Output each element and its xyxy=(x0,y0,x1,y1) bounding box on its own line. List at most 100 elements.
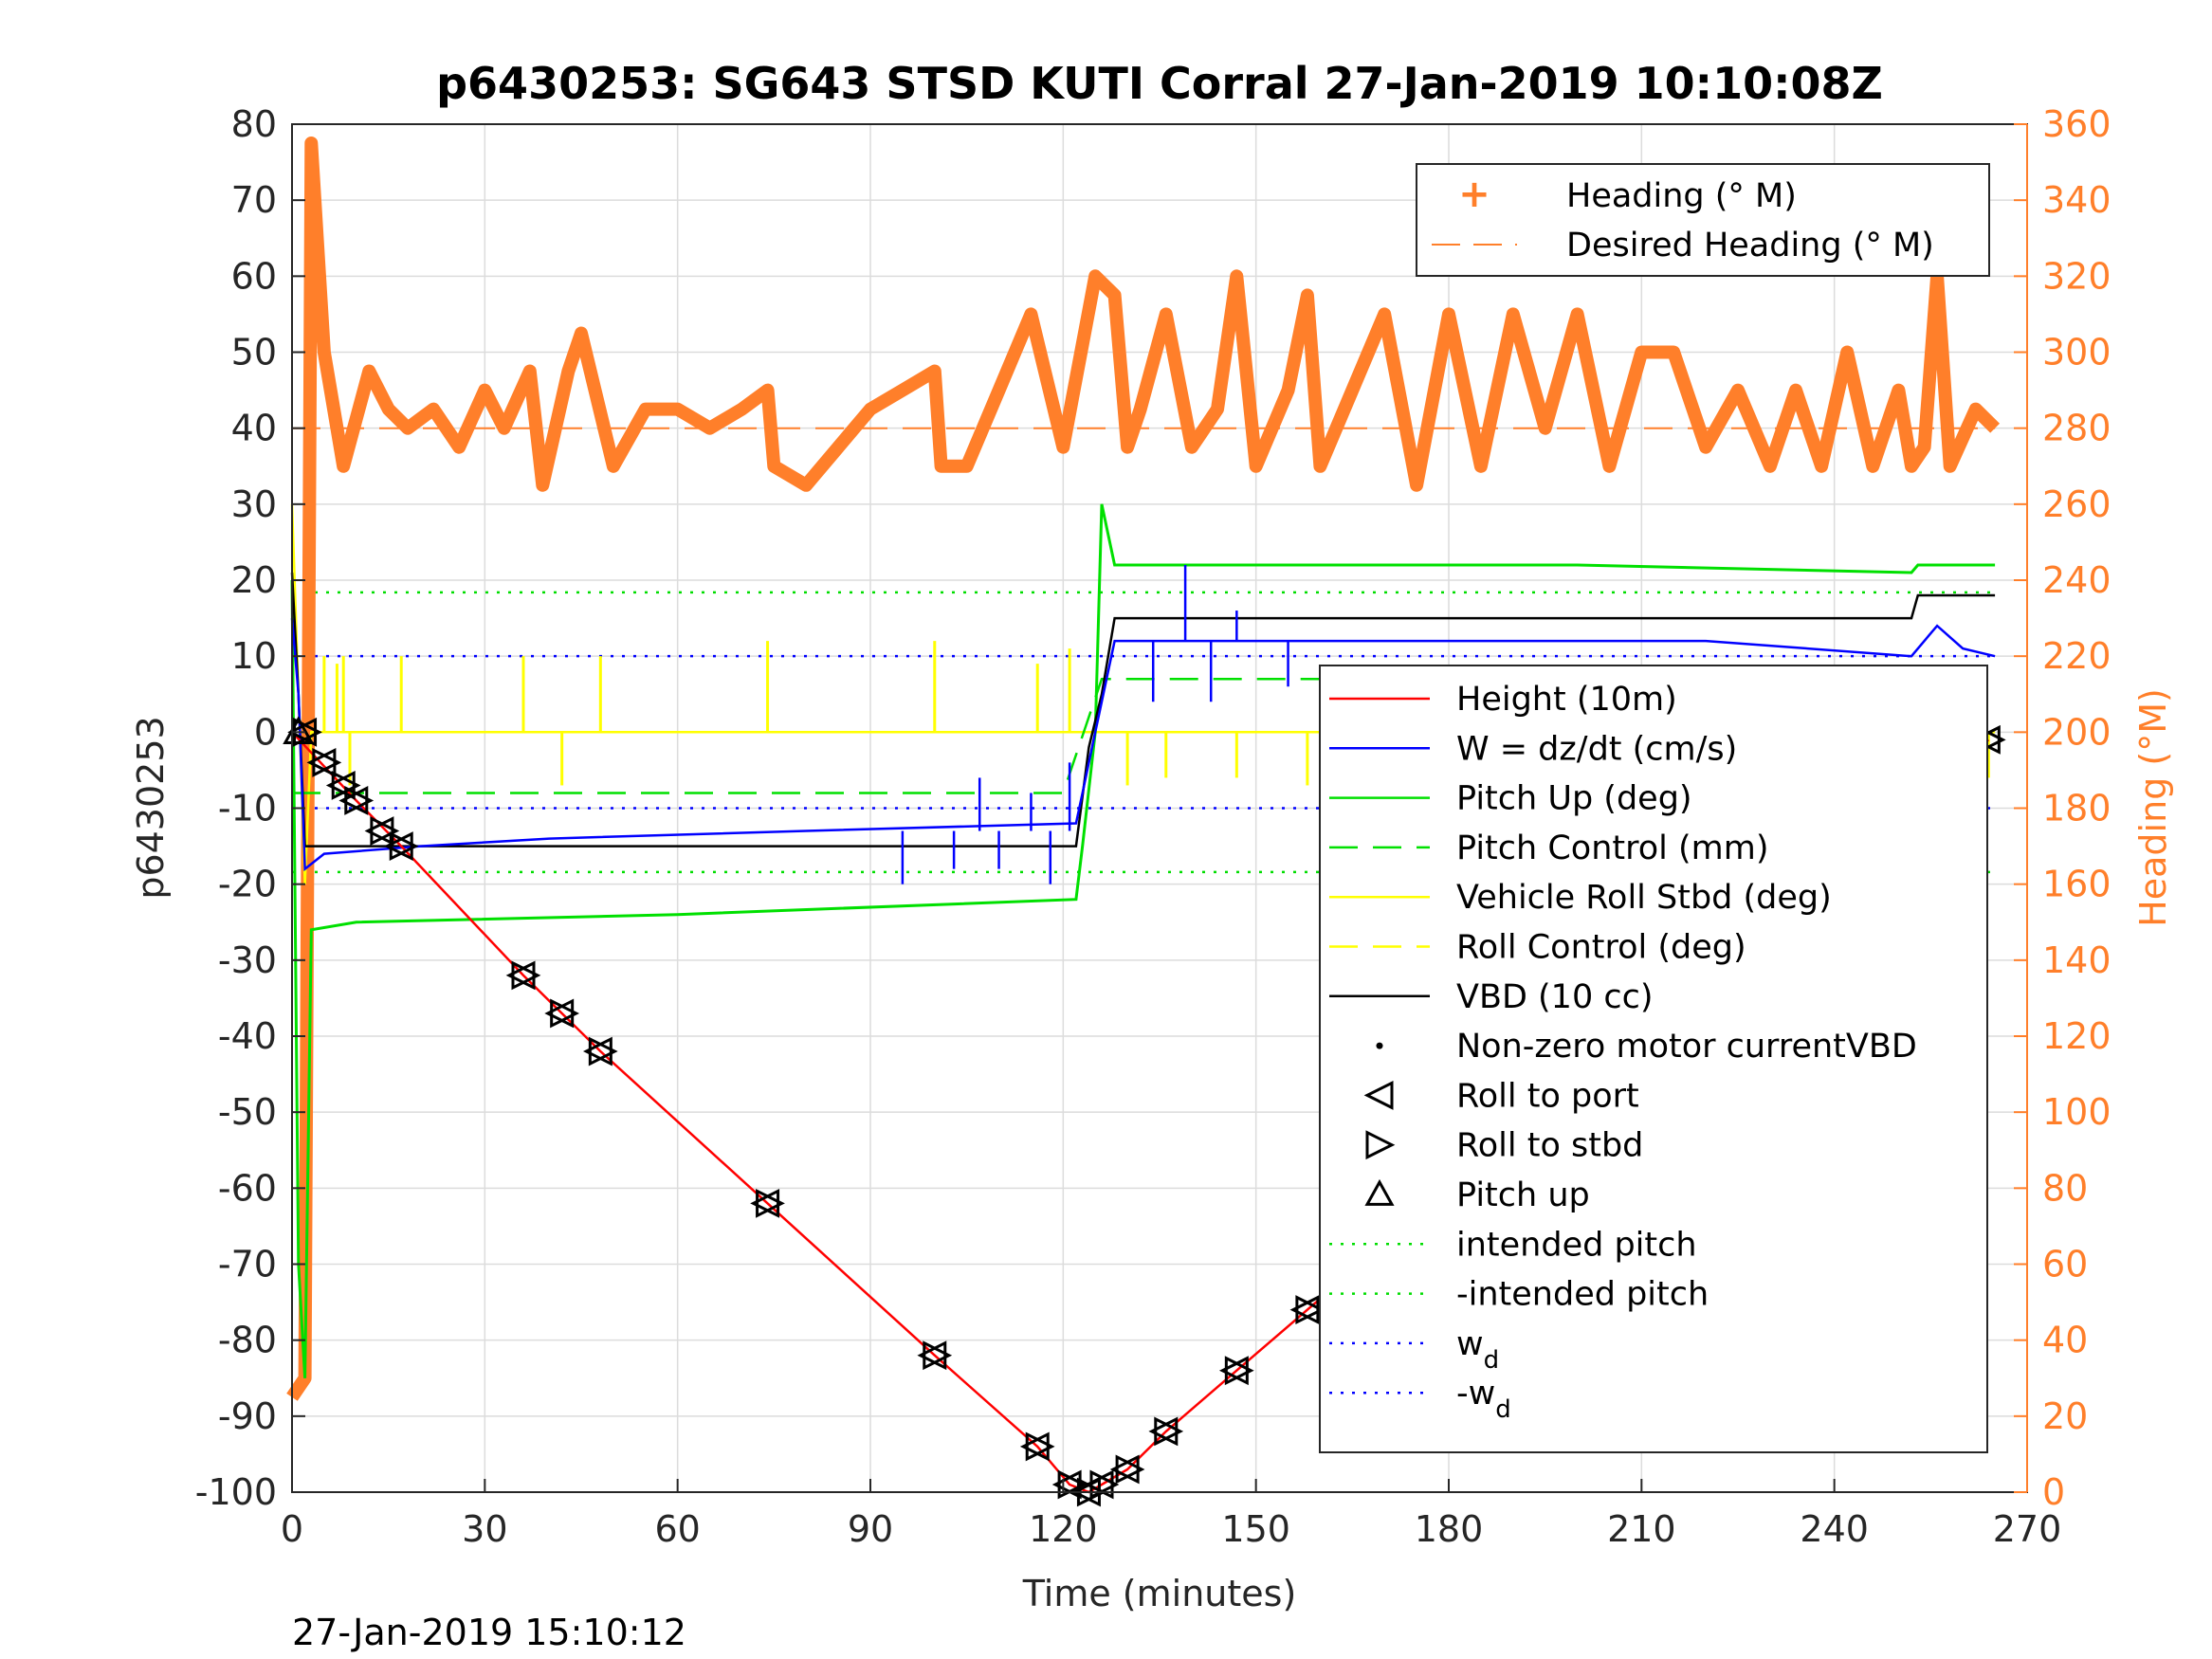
legend-main-box xyxy=(1319,665,1988,1453)
x-axis-label: Time (minutes) xyxy=(1022,1573,1297,1614)
series-w xyxy=(290,617,1996,872)
marker-roll-port-17 xyxy=(1218,1356,1249,1386)
legend-main-label-2: Pitch Up (deg) xyxy=(1456,780,1692,818)
y-right-tick-label-2: 320 xyxy=(2042,255,2111,297)
x-tick-label-5: 150 xyxy=(1221,1508,1290,1550)
marker-roll-port-6 xyxy=(505,960,536,991)
chart-title: p6430253: SG643 STSD KUTI Corral 27-Jan-… xyxy=(436,58,1883,109)
marker-roll-port-15 xyxy=(1109,1454,1140,1485)
marker-roll-port-7 xyxy=(544,998,575,1029)
marker-roll-stbd-11 xyxy=(1025,1431,1055,1462)
legend-main-label-10: Pitch up xyxy=(1456,1176,1590,1214)
y-right-tick-label-15: 60 xyxy=(2042,1244,2088,1285)
x-tick-label-2: 60 xyxy=(654,1508,700,1550)
legend-top-label-1: Desired Heading (° M) xyxy=(1566,227,1934,264)
legend-main-label-4: Vehicle Roll Stbd (deg) xyxy=(1456,879,1832,917)
y-left-tick-label-10: -20 xyxy=(218,864,277,905)
marker-roll-stbd-5 xyxy=(389,831,419,862)
y-axis-label-right: Heading (°M) xyxy=(2132,688,2174,927)
marker-roll-stbd-10 xyxy=(923,1340,953,1371)
y-right-tick-label-6: 240 xyxy=(2042,559,2111,601)
y-right-tick-label-18: 0 xyxy=(2042,1471,2065,1513)
marker-roll-port-3 xyxy=(338,786,369,815)
y-axis-label-left: p6430253 xyxy=(130,716,172,899)
y-left-tick-label-3: 50 xyxy=(231,332,277,374)
marker-roll-port-9 xyxy=(750,1188,780,1218)
y-right-tick-label-14: 80 xyxy=(2042,1167,2088,1209)
y-left-tick-label-4: 40 xyxy=(231,408,277,449)
y-left-tick-label-14: -60 xyxy=(218,1167,277,1209)
y-left-tick-label-17: -90 xyxy=(218,1395,277,1437)
legend-swatch-8 xyxy=(1363,1080,1394,1110)
y-right-tick-label-10: 160 xyxy=(2042,864,2111,905)
marker-roll-stbd-1 xyxy=(312,747,342,777)
marker-roll-stbd-6 xyxy=(511,960,541,991)
legend-main-label-6: VBD (10 cc) xyxy=(1456,978,1654,1016)
y-right-tick-label-11: 140 xyxy=(2042,939,2111,981)
y-right-tick-label-17: 20 xyxy=(2042,1395,2088,1437)
y-right-tick-label-4: 280 xyxy=(2042,408,2111,449)
y-left-tick-label-18: -100 xyxy=(195,1471,277,1513)
marker-roll-port-16 xyxy=(1148,1416,1179,1447)
y-right-tick-label-0: 360 xyxy=(2042,103,2111,145)
marker-roll-stbd-9 xyxy=(756,1188,785,1218)
marker-roll-stbd-12 xyxy=(1057,1469,1088,1500)
legend-top-label-0: Heading (° M) xyxy=(1566,177,1797,215)
marker-roll-port-12 xyxy=(1051,1469,1082,1500)
y-right-tick-label-1: 340 xyxy=(2042,179,2111,221)
marker-roll-port-4 xyxy=(364,816,394,846)
legend-heading-swatch: + xyxy=(1458,173,1490,216)
y-left-tick-label-0: 80 xyxy=(231,103,277,145)
y-left-tick-label-1: 70 xyxy=(231,179,277,221)
marker-roll-stbd-15 xyxy=(1115,1454,1145,1485)
series-vbd xyxy=(290,572,1996,848)
x-tick-label-6: 180 xyxy=(1415,1508,1484,1550)
series-layer xyxy=(286,137,2001,1494)
y-left-tick-label-6: 20 xyxy=(231,559,277,601)
y-right-tick-label-3: 300 xyxy=(2042,332,2111,374)
x-ticks: 0 30 60 90 120 150 180 210 240 270 xyxy=(281,1479,2061,1550)
legend-main-label-7: Non-zero motor currentVBD xyxy=(1456,1028,1917,1066)
marker-roll-port-14 xyxy=(1084,1469,1114,1500)
legend-swatch-9 xyxy=(1365,1130,1396,1160)
y-left-tick-label-15: -70 xyxy=(218,1244,277,1285)
legend-main-label-9: Roll to stbd xyxy=(1456,1127,1643,1165)
y-right-tick-label-16: 40 xyxy=(2042,1320,2088,1361)
y-left-tick-label-8: 0 xyxy=(254,711,277,753)
y-left-tick-label-11: -30 xyxy=(218,939,277,981)
y-left-tick-label-9: -10 xyxy=(218,788,277,830)
marker-roll-port-2 xyxy=(325,771,356,800)
legend-main-label-11: intended pitch xyxy=(1456,1226,1697,1264)
marker-roll-port-18 xyxy=(1289,1295,1320,1325)
legend-swatch-7 xyxy=(1376,1042,1383,1049)
y-right-tick-label-5: 260 xyxy=(2042,483,2111,525)
y-right-tick-label-7: 220 xyxy=(2042,635,2111,677)
y-left-tick-label-12: -40 xyxy=(218,1015,277,1057)
y-ticks-left: 80 70 60 50 40 30 20 10 0 -10 -20 -30 -40 -50 -60 -70 -8… xyxy=(195,103,305,1513)
y-ticks-right: 3603403203002802602402202001801601401201… xyxy=(2014,103,2111,1513)
y-left-tick-label-2: 60 xyxy=(231,255,277,297)
x-tick-label-3: 90 xyxy=(848,1508,893,1550)
y-left-tick-label-16: -80 xyxy=(218,1320,277,1361)
y-right-tick-label-8: 200 xyxy=(2042,711,2111,753)
marker-roll-stbd-3 xyxy=(344,786,375,815)
legend-main-label-12: -intended pitch xyxy=(1456,1276,1709,1314)
marker-roll-port-11 xyxy=(1019,1431,1050,1462)
legend-heading: + Heading (° M) Desired Heading (° M) xyxy=(1416,163,1990,277)
marker-roll-stbd-7 xyxy=(550,998,580,1029)
x-tick-label-7: 210 xyxy=(1607,1508,1676,1550)
x-tick-label-1: 30 xyxy=(462,1508,507,1550)
legend-main-label-0: Height (10m) xyxy=(1456,681,1677,719)
marker-roll-stbd-4 xyxy=(370,816,400,846)
y-right-tick-label-9: 180 xyxy=(2042,788,2111,830)
y-left-tick-label-5: 30 xyxy=(231,483,277,525)
x-tick-label-9: 270 xyxy=(1993,1508,2062,1550)
marker-roll-stbd-14 xyxy=(1089,1469,1120,1500)
legend-main-label-1: W = dz/dt (cm/s) xyxy=(1456,730,1737,768)
legend-heading-box xyxy=(1416,163,1990,277)
series-pitch xyxy=(290,503,1996,1378)
x-tick-label-0: 0 xyxy=(281,1508,303,1550)
legend-main-label-5: Roll Control (deg) xyxy=(1456,929,1746,967)
marker-roll-port-5 xyxy=(383,831,413,862)
